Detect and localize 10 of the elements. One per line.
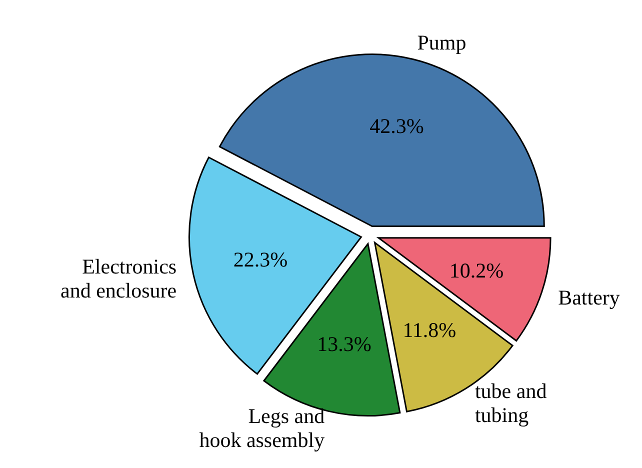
slice-label: tube and tubing: [474, 379, 548, 428]
slice-label: Pump: [417, 30, 466, 55]
data-label: 10.2%: [449, 258, 504, 282]
data-label: 42.3%: [370, 114, 424, 138]
data-label: 11.8%: [402, 318, 456, 342]
slice-label: Battery: [558, 285, 620, 310]
data-label: 22.3%: [233, 248, 288, 272]
data-label: 13.3%: [317, 332, 372, 356]
slice-label: Electronics and enclosure: [60, 254, 177, 302]
slice-label: Legs and hook assembly: [199, 404, 326, 452]
